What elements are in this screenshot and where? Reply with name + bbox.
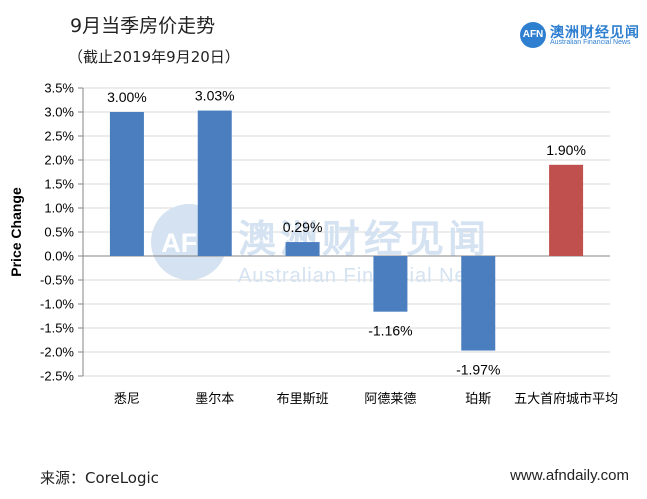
watermark-name: 澳洲财经见闻 <box>238 217 490 261</box>
data-label-6: 1.90% <box>546 142 586 158</box>
x-category-label: 悉尼 <box>114 392 140 407</box>
chart-title: 9月当季房价走势 <box>70 15 216 37</box>
x-category-label: 墨尔本 <box>195 392 234 407</box>
data-label-1: 3.00% <box>107 89 147 105</box>
watermark-tagline: Australian Financial News <box>238 265 493 287</box>
afn-logo-icon: AFN <box>520 22 546 48</box>
afn-logo-tagline: Australian Financial News <box>550 39 631 46</box>
source-note: 来源：CoreLogic <box>40 469 159 487</box>
x-category-label: 五大首府城市平均 <box>514 391 618 407</box>
y-tick-label: 1.0% <box>44 201 74 216</box>
data-label-5: -1.97% <box>456 362 500 378</box>
data-label-2: 3.03% <box>195 88 235 104</box>
bar-1 <box>109 112 144 256</box>
x-category-label: 阿德莱德 <box>364 392 416 407</box>
x-axis-categories: 悉尼 墨尔本 布里斯班 阿德莱德 珀斯 五大首府城市平均 <box>114 391 618 407</box>
bar-3 <box>285 242 320 256</box>
bar-5 <box>461 256 496 351</box>
y-axis-label: Price Change <box>8 187 24 277</box>
website-url: www.afndaily.com <box>510 467 629 484</box>
chart-bars <box>109 110 584 351</box>
y-tick-label: -0.5% <box>40 273 74 288</box>
bar-6 <box>549 164 584 256</box>
y-tick-label: -2.5% <box>40 369 74 384</box>
bar-4 <box>373 256 408 312</box>
y-tick-label: 3.5% <box>44 81 74 96</box>
afn-logo: AFN 澳洲财经见闻 Australian Financial News <box>520 22 640 48</box>
data-label-3: 0.29% <box>283 219 323 235</box>
y-tick-label: -2.0% <box>40 345 74 360</box>
y-tick-label: 2.5% <box>44 129 74 144</box>
y-tick-label: 1.5% <box>44 177 74 192</box>
data-label-4: -1.16% <box>368 323 412 339</box>
x-category-label: 珀斯 <box>465 392 491 407</box>
y-axis: 3.5% 3.0% 2.5% 2.0% 1.5% 1.0% 0.5% 0.0% -0.5% -1.… <box>40 81 610 384</box>
y-tick-label: 0.0% <box>44 249 74 264</box>
chart-data-labels: 3.00% 3.03% 0.29% -1.16% -1.97% 1.90% <box>107 88 586 378</box>
y-tick-label: -1.5% <box>40 321 74 336</box>
chart-subtitle: （截止2019年9月20日） <box>68 48 240 66</box>
x-category-label: 布里斯班 <box>277 392 329 407</box>
watermark: AFN 澳洲财经见闻 Australian Financial News <box>151 204 493 287</box>
y-tick-label: 0.5% <box>44 225 74 240</box>
bar-2 <box>197 110 232 256</box>
y-tick-label: 3.0% <box>44 105 74 120</box>
y-tick-label: 2.0% <box>44 153 74 168</box>
y-tick-label: -1.0% <box>40 297 74 312</box>
afn-logo-name: 澳洲财经见闻 <box>550 25 640 41</box>
